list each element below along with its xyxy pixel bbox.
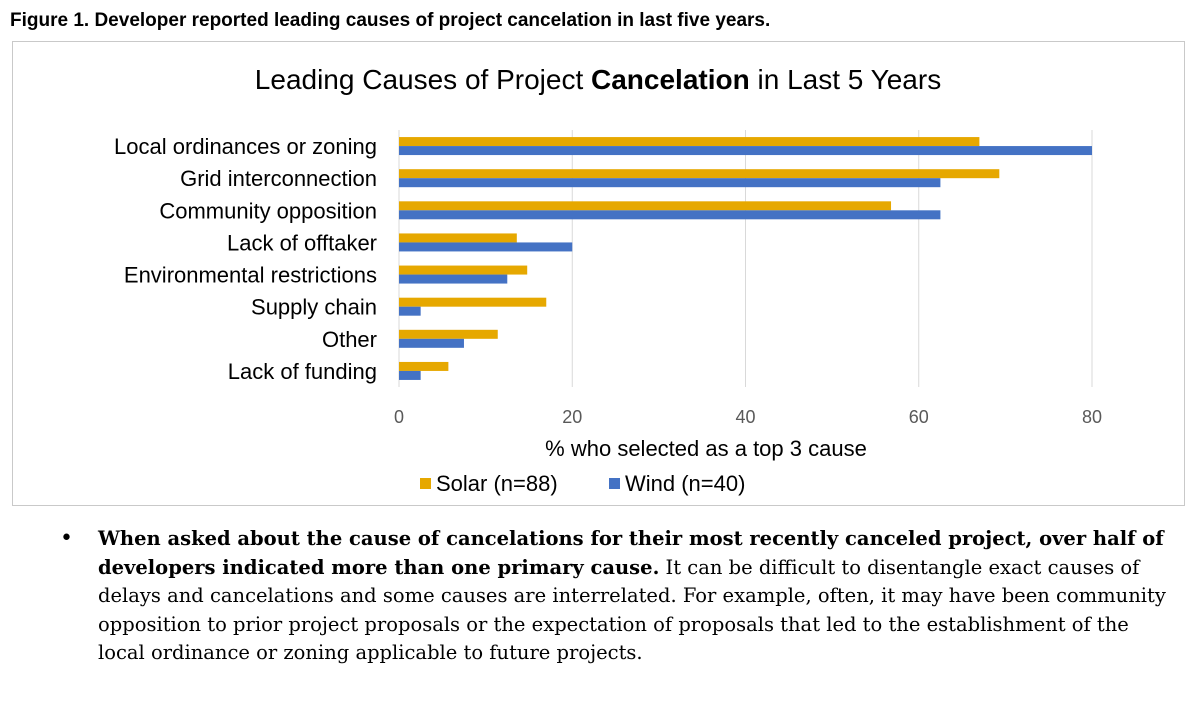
bar-solar [399,265,528,275]
bar-solar [399,329,498,339]
legend-swatch-wind [609,478,620,489]
bar-wind [399,370,421,380]
legend-label: Wind (n=40) [625,471,745,496]
figure-caption: Figure 1. Developer reported leading cau… [10,10,771,31]
bar-chart: Leading Causes of Project Cancelation in… [114,64,1102,496]
bar-wind [399,242,573,252]
category-label: Lack of funding [228,359,377,384]
category-label: Other [322,327,377,352]
chart-title-bold: Cancelation [591,64,750,95]
bar-solar [399,233,517,243]
legend-label: Solar (n=88) [436,471,558,496]
x-tick-label: 40 [735,407,755,427]
bar-wind [399,178,941,188]
x-tick-label: 20 [562,407,582,427]
bullet-normal-text: It can be difficult to disentangle exact… [98,555,1166,665]
bullet-paragraph: When asked about the cause of cancelatio… [98,525,1180,668]
category-label: Lack of offtaker [227,230,377,255]
category-label: Environmental restrictions [124,263,377,288]
chart-title-before: Leading Causes of Project [255,64,591,95]
bar-solar [399,297,547,307]
bar-wind [399,338,464,348]
bar-wind [399,274,508,284]
category-label: Community opposition [159,198,377,223]
category-label: Grid interconnection [180,166,377,191]
x-tick-label: 60 [909,407,929,427]
category-label: Supply chain [251,295,377,320]
chart-container: Leading Causes of Project Cancelation in… [12,41,1185,506]
legend-swatch-solar [420,478,431,489]
bullet-item: • When asked about the cause of cancelat… [60,525,1180,668]
bar-solar [399,201,892,211]
bar-solar [399,137,980,147]
chart-title: Leading Causes of Project Cancelation in… [255,64,941,95]
bar-solar [399,361,449,371]
x-tick-label: 80 [1082,407,1102,427]
bar-wind [399,146,1092,156]
bullet-symbol: • [60,526,73,551]
x-tick-label: 0 [394,407,404,427]
chart-title-after: in Last 5 Years [750,64,941,95]
bar-wind [399,210,941,220]
x-axis-label: % who selected as a top 3 cause [545,436,867,461]
bar-solar [399,169,1000,179]
category-label: Local ordinances or zoning [114,134,377,159]
bullet-bold-text: When asked about the cause of cancelatio… [98,527,1164,579]
bar-wind [399,306,421,316]
